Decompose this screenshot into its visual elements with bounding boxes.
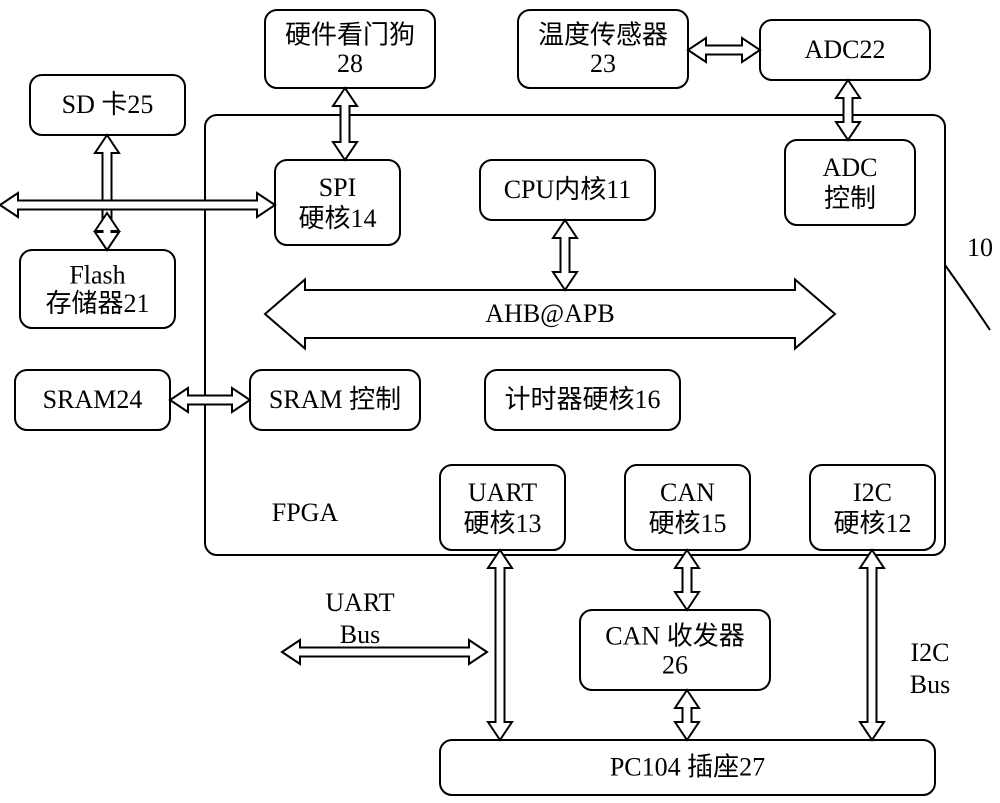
box-watchdog-text1: 硬件看门狗 (285, 21, 415, 50)
box-flash-text2: 存储器21 (45, 289, 149, 318)
box-cpu-text: CPU内核11 (504, 175, 632, 204)
box-can-text2: 硬核15 (648, 509, 726, 538)
box-uart-text1: UART (468, 478, 537, 507)
arrow-watchdog-spi (333, 88, 357, 160)
ahb-apb-label: AHB@APB (485, 299, 614, 328)
box-sram_ctrl-text: SRAM 控制 (269, 385, 401, 414)
box-spi-text1: SPI (319, 173, 357, 202)
box-pc104-text: PC104 插座27 (610, 752, 765, 781)
arrow-i2c-pc104 (860, 550, 884, 740)
arrow-cpu-bus (553, 220, 577, 290)
arrow-tempsensor-adc22 (688, 38, 760, 62)
box-timer-text: 计时器硬核16 (504, 385, 660, 414)
box-watchdog-text2: 28 (337, 49, 363, 78)
label-uart-bus-1: UART (325, 588, 394, 617)
box-can-text1: CAN (660, 478, 715, 507)
arrow-sram24-sramctrl (170, 388, 250, 412)
arrow-uart-bus-left (282, 640, 487, 664)
arrow-spi-out-left (0, 193, 275, 217)
label-i2c-bus-2: Bus (910, 670, 950, 699)
label-uart-bus-2: Bus (340, 620, 380, 649)
lead-curve (945, 265, 990, 330)
arrow-can-trx (675, 550, 699, 610)
arrow-flash-spiarrow (95, 213, 119, 250)
box-uart-text2: 硬核13 (463, 509, 541, 538)
box-i2c-text2: 硬核12 (833, 509, 911, 538)
arrow-adc22-adcctrl (836, 80, 860, 140)
box-flash-text1: Flash (69, 261, 125, 290)
label-i2c-bus-1: I2C (911, 638, 950, 667)
box-can_trx-text2: 26 (662, 651, 688, 680)
box-can_trx-text1: CAN 收发器 (605, 621, 744, 650)
box-tempsensor-text2: 23 (590, 49, 616, 78)
box-sram24-text: SRAM24 (43, 385, 143, 414)
arrow-uart-pc104 (488, 550, 512, 740)
box-spi-text2: 硬核14 (298, 204, 376, 233)
lead-ten-label: 10 (967, 233, 993, 262)
box-adc_ctrl-text2: 控制 (824, 184, 876, 213)
box-tempsensor-text1: 温度传感器 (538, 21, 668, 50)
box-adc_ctrl-text1: ADC (823, 153, 878, 182)
box-i2c-text1: I2C (853, 478, 892, 507)
arrow-cantrx-pc104 (675, 690, 699, 740)
fpga-label: FPGA (272, 498, 339, 527)
box-sdcard-text: SD 卡25 (62, 90, 154, 119)
box-adc22-text: ADC22 (805, 35, 886, 64)
